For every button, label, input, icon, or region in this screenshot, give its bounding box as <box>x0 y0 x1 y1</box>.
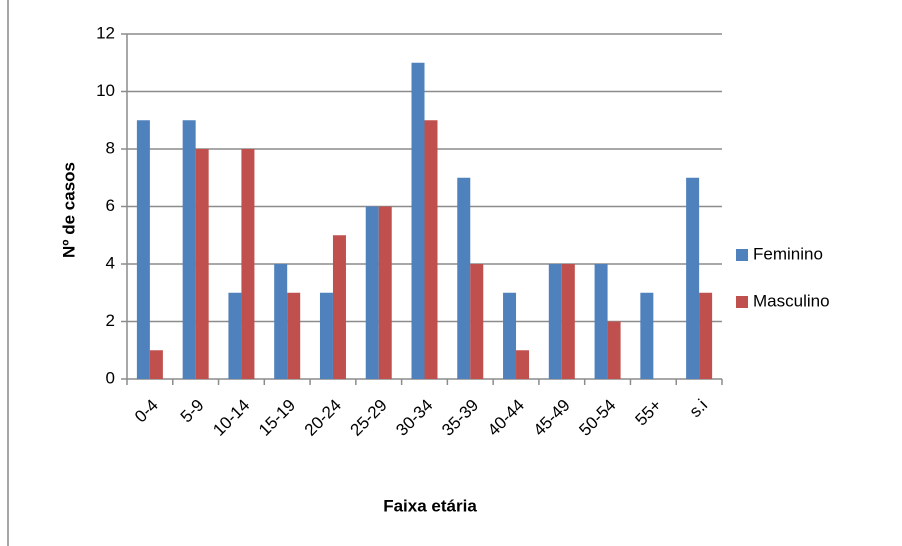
legend-swatch <box>736 249 748 261</box>
y-axis-label: Nº de casos <box>59 162 78 258</box>
bar <box>274 264 288 379</box>
bar <box>607 321 621 379</box>
bar <box>149 350 163 379</box>
legend-swatch <box>736 296 748 308</box>
y-tick-label: 6 <box>106 196 115 215</box>
y-tick-label: 12 <box>96 23 115 42</box>
bar <box>332 235 346 379</box>
bar <box>699 292 713 379</box>
bar <box>561 264 575 379</box>
bar <box>594 264 608 379</box>
x-axis-label: Faixa etária <box>383 496 477 515</box>
bar <box>457 177 471 379</box>
bar <box>319 292 333 379</box>
legend-label: Feminino <box>753 244 823 263</box>
bar <box>640 292 654 379</box>
bar <box>548 264 562 379</box>
bar <box>411 62 425 379</box>
bar <box>470 264 484 379</box>
bar <box>287 292 301 379</box>
bar <box>686 177 700 379</box>
y-tick-label: 4 <box>106 253 115 272</box>
bar <box>228 292 242 379</box>
bar <box>136 120 150 379</box>
bar <box>516 350 530 379</box>
bar <box>365 206 379 379</box>
bar <box>378 206 392 379</box>
bar <box>195 149 209 379</box>
bar <box>241 149 255 379</box>
legend-label: Masculino <box>753 291 830 310</box>
y-tick-label: 10 <box>96 81 115 100</box>
bar <box>424 120 438 379</box>
y-tick-label: 2 <box>106 311 115 330</box>
y-tick-label: 0 <box>106 368 115 387</box>
bar <box>503 292 517 379</box>
bar <box>182 120 196 379</box>
y-tick-label: 8 <box>106 138 115 157</box>
